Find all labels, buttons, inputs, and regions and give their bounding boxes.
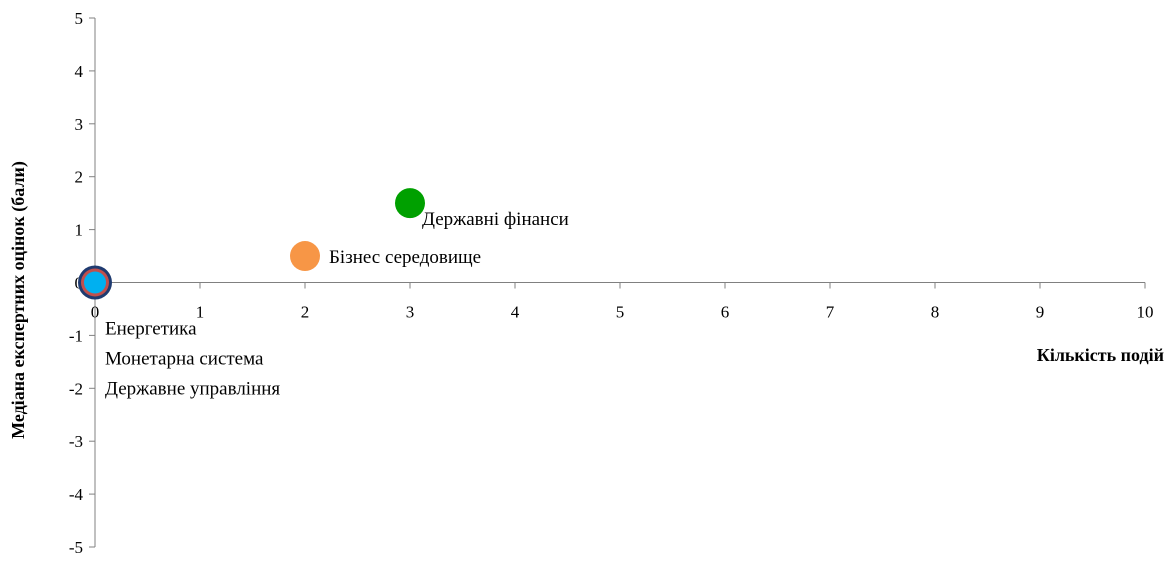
y-tick-label: 2 [75,168,84,187]
y-tick-label: 4 [75,62,84,81]
x-tick-label: 2 [301,303,310,322]
y-tick-label: 5 [75,9,84,28]
y-tick-label: -5 [69,538,83,556]
y-tick-label: 3 [75,115,84,134]
data-point [84,271,106,294]
x-tick-label: 1 [196,303,205,322]
point-label: Державне управління [105,379,280,400]
y-tick-label: -2 [69,379,83,398]
point-label: Монетарна система [105,349,264,370]
data-points [78,188,425,300]
y-axis-title: Медіана експертних оцінок (бали) [8,161,29,439]
y-tick-label: -3 [69,432,83,451]
x-tick-label: 10 [1137,303,1154,322]
x-tick-label: 3 [406,303,415,322]
point-label: Енергетика [105,319,197,340]
x-tick-label: 6 [721,303,730,322]
x-tick-label: 7 [826,303,835,322]
x-tick-label: 4 [511,303,520,322]
y-tick-label: -4 [69,485,84,504]
data-point [290,241,320,272]
y-tick-label: -1 [69,326,83,345]
point-label: Бізнес середовище [329,247,481,268]
x-tick-label: 9 [1036,303,1045,322]
y-tick-label: 1 [75,221,84,240]
point-label: Державні фінанси [422,209,569,230]
x-axis-title: Кількість подій [1037,345,1164,365]
point-labels: Енергетика Монетарна система Державне упра… [105,209,569,399]
axes [89,17,1146,548]
data-point [395,188,425,219]
x-tick-label: 0 [91,303,100,322]
x-tick-label: 5 [616,303,625,322]
x-tick-label: 8 [931,303,940,322]
